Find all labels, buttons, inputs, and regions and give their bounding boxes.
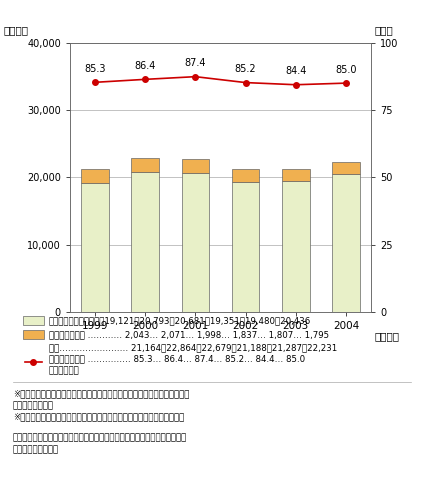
Bar bbox=[131, 172, 159, 312]
Text: 总務省「一般放送事業者及び有線テレビジョン放送事業者の収支状況」及び: 总務省「一般放送事業者及び有線テレビジョン放送事業者の収支状況」及び bbox=[13, 434, 187, 443]
Text: ※　地上テレビジョン広告費、地上ラジオ広告費を民間地上放送事業者の広: ※ 地上テレビジョン広告費、地上ラジオ広告費を民間地上放送事業者の広 bbox=[13, 389, 189, 398]
Bar bbox=[232, 170, 259, 182]
Text: 広告費の割合: 広告費の割合 bbox=[49, 366, 80, 375]
Bar bbox=[232, 182, 259, 312]
Bar bbox=[282, 169, 310, 181]
Bar bbox=[282, 181, 310, 312]
Bar bbox=[131, 158, 159, 172]
Text: 告収入とした: 告収入とした bbox=[13, 401, 54, 410]
Bar bbox=[81, 183, 109, 312]
Text: 地上ラジオ放送 ………… 2,043… 2,071… 1,998… 1,837… 1,807… 1,795: 地上ラジオ放送 ………… 2,043… 2,071… 1,998… 1,837…… bbox=[49, 330, 329, 339]
Bar bbox=[81, 170, 109, 183]
Text: （％）: （％） bbox=[374, 25, 393, 35]
Text: （年度）: （年度） bbox=[374, 330, 399, 341]
Text: （億円）: （億円） bbox=[4, 25, 29, 35]
Text: 電通資料により作成: 電通資料により作成 bbox=[13, 445, 59, 454]
Text: 合計…………………… 21,164・22,864・22,679・21,188・21,287・22,231: 合計…………………… 21,164・22,864・22,679・21,188・2… bbox=[49, 343, 337, 352]
Bar bbox=[181, 159, 209, 173]
Text: 84.4: 84.4 bbox=[285, 66, 307, 76]
Text: 87.4: 87.4 bbox=[184, 58, 206, 68]
Bar bbox=[332, 175, 360, 312]
Text: 売上高に占める …………… 85.3… 86.4… 87.4… 85.2… 84.4… 85.0: 売上高に占める …………… 85.3… 86.4… 87.4… 85.2… 84… bbox=[49, 354, 305, 363]
Bar bbox=[181, 173, 209, 312]
Text: 85.3: 85.3 bbox=[84, 64, 106, 74]
Text: 86.4: 86.4 bbox=[134, 61, 156, 71]
Text: 85.2: 85.2 bbox=[235, 64, 257, 74]
Bar bbox=[332, 162, 360, 175]
Text: 地上テレビジョン放送・19,121・20,793・20,681・19,351・19,480・20,436: 地上テレビジョン放送・19,121・20,793・20,681・19,351・1… bbox=[49, 316, 311, 325]
Text: ※　棒グラフの値は、地上テレビジョン広告費と地上ラジオ広告費の合計: ※ 棒グラフの値は、地上テレビジョン広告費と地上ラジオ広告費の合計 bbox=[13, 412, 184, 422]
Text: 85.0: 85.0 bbox=[335, 65, 357, 75]
